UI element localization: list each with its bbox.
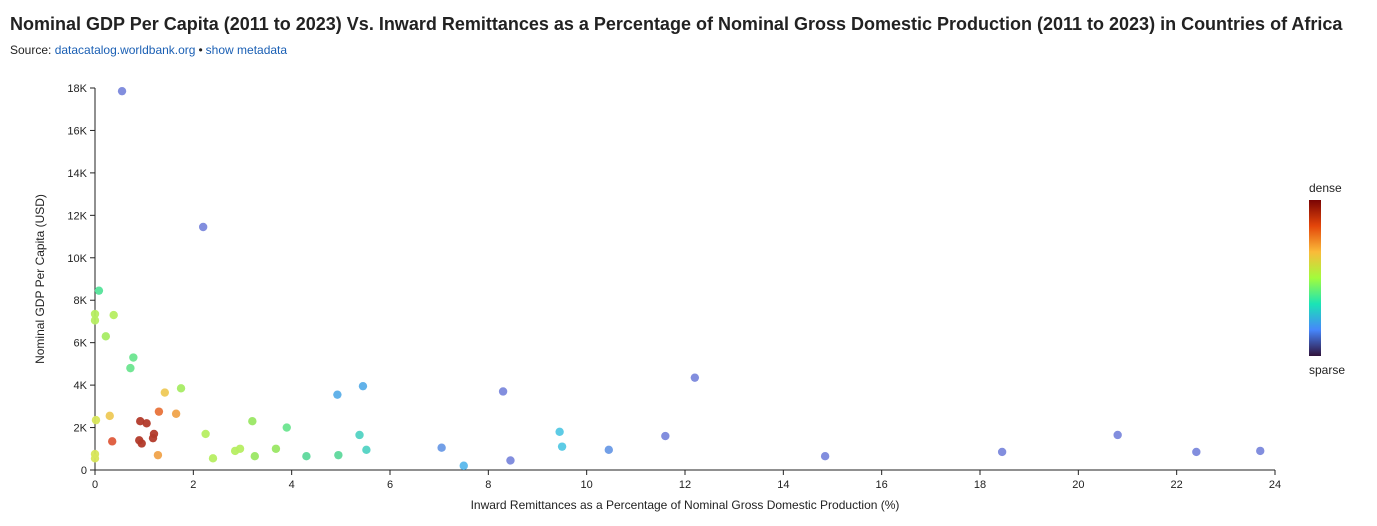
x-tick-label: 16 — [876, 479, 888, 491]
y-tick-label: 14K — [67, 168, 87, 180]
data-point[interactable] — [142, 419, 151, 428]
y-tick-label: 12K — [67, 210, 87, 222]
show-metadata-link[interactable]: show metadata — [205, 43, 288, 57]
source-line: Source: datacatalog.worldbank.org • show m… — [10, 43, 287, 57]
data-point[interactable] — [91, 415, 101, 425]
data-point[interactable] — [108, 437, 117, 446]
data-point[interactable] — [90, 454, 100, 463]
y-tick-label: 2K — [74, 423, 88, 435]
y-tick-label: 16K — [67, 125, 87, 137]
data-point[interactable] — [148, 433, 158, 443]
x-tick-label: 20 — [1072, 479, 1084, 491]
data-point[interactable] — [302, 452, 311, 461]
y-tick-label: 10K — [67, 253, 87, 265]
source-link[interactable]: datacatalog.worldbank.org — [54, 43, 196, 57]
data-point[interactable] — [109, 310, 118, 320]
data-point[interactable] — [171, 409, 181, 418]
data-point[interactable] — [126, 363, 135, 373]
legend-dense-label: dense — [1309, 181, 1342, 195]
x-tick-label: 2 — [190, 479, 196, 491]
data-point[interactable] — [498, 387, 508, 396]
x-tick-label: 0 — [92, 479, 98, 491]
data-point[interactable] — [282, 423, 291, 432]
y-axis: 0 2K 4K 6K 8K 10K 12K 14K 16K 18K — [67, 83, 96, 477]
density-legend: dense sparse — [1309, 181, 1345, 377]
source-separator: • — [198, 43, 203, 57]
data-point[interactable] — [201, 429, 210, 439]
data-point[interactable] — [557, 442, 567, 451]
data-point[interactable] — [358, 381, 368, 391]
data-point[interactable] — [1192, 447, 1201, 457]
data-point[interactable] — [90, 316, 100, 325]
data-point[interactable] — [248, 416, 257, 426]
data-point[interactable] — [555, 427, 564, 436]
legend-sparse-label: sparse — [1309, 363, 1345, 377]
chart-title: Nominal GDP Per Capita (2011 to 2023) Vs… — [10, 14, 1343, 34]
data-point[interactable] — [235, 444, 245, 453]
data-point[interactable] — [690, 373, 700, 382]
x-tick-label: 14 — [777, 479, 789, 491]
data-point[interactable] — [160, 388, 170, 397]
x-axis: 0 2 4 6 8 10 12 14 16 18 20 22 24 — [92, 469, 1281, 491]
data-point[interactable] — [604, 445, 613, 455]
data-point[interactable] — [362, 445, 371, 455]
data-point[interactable] — [459, 461, 468, 470]
x-tick-label: 10 — [581, 479, 593, 491]
x-tick-label: 12 — [679, 479, 691, 491]
data-point[interactable] — [90, 309, 100, 319]
data-point[interactable] — [153, 450, 163, 460]
data-point[interactable] — [94, 286, 104, 295]
x-tick-label: 24 — [1269, 479, 1281, 491]
data-point[interactable] — [117, 86, 127, 96]
data-point[interactable] — [198, 222, 208, 232]
x-tick-label: 18 — [974, 479, 986, 491]
data-point[interactable] — [250, 452, 259, 461]
data-point[interactable] — [105, 411, 114, 421]
x-axis-title: Inward Remittances as a Percentage of No… — [471, 498, 900, 512]
data-point[interactable] — [334, 450, 343, 460]
data-points — [90, 86, 1265, 470]
y-axis-title: Nominal GDP Per Capita (USD) — [33, 194, 47, 364]
data-point[interactable] — [437, 443, 446, 452]
y-tick-label: 6K — [74, 338, 88, 350]
data-point[interactable] — [1256, 446, 1265, 456]
y-tick-label: 8K — [74, 295, 88, 307]
data-point[interactable] — [137, 439, 146, 448]
data-point[interactable] — [820, 452, 830, 461]
y-tick-label: 4K — [74, 380, 88, 392]
data-point[interactable] — [271, 444, 281, 453]
y-tick-label: 0 — [81, 465, 87, 477]
x-tick-label: 4 — [289, 479, 295, 491]
data-point[interactable] — [154, 407, 164, 416]
x-tick-label: 6 — [387, 479, 393, 491]
data-point[interactable] — [997, 447, 1007, 457]
source-prefix: Source: — [10, 43, 52, 57]
x-tick-label: 8 — [485, 479, 491, 491]
data-point[interactable] — [208, 454, 218, 463]
data-point[interactable] — [506, 456, 515, 465]
data-point[interactable] — [176, 384, 186, 393]
data-point[interactable] — [1113, 430, 1122, 440]
data-point[interactable] — [101, 332, 111, 341]
data-point[interactable] — [136, 416, 145, 426]
data-point[interactable] — [129, 353, 138, 362]
data-point[interactable] — [355, 430, 364, 440]
y-tick-label: 18K — [67, 83, 87, 95]
legend-color-bar — [1309, 200, 1321, 356]
data-point[interactable] — [661, 431, 670, 441]
data-point[interactable] — [333, 390, 342, 399]
x-tick-label: 22 — [1171, 479, 1183, 491]
